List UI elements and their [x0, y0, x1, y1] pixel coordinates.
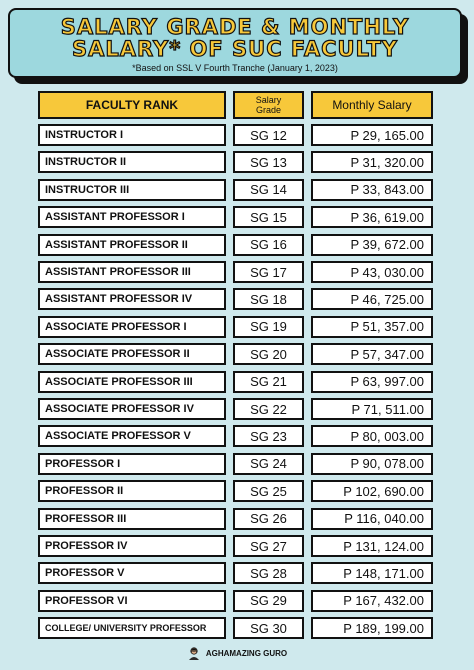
rank-cell: INSTRUCTOR II — [38, 151, 226, 174]
salary-cell: P 71, 511.00 — [311, 398, 433, 420]
footer: AGHAMAZING GURO — [0, 646, 474, 660]
grade-cell: SG 14 — [233, 178, 304, 201]
grade-cell: SG 27 — [233, 535, 304, 557]
salary-cell: P 102, 690.00 — [311, 480, 433, 503]
rank-cell: ASSOCIATE PROFESSOR V — [38, 425, 226, 448]
table-row: ASSOCIATE PROFESSOR I SG 19 P 51, 357.00 — [38, 315, 433, 338]
salary-cell: P 57, 347.00 — [311, 343, 433, 366]
rank-cell: ASSISTANT PROFESSOR I — [38, 206, 226, 229]
salary-cell: P 189, 199.00 — [311, 617, 433, 640]
title-banner: Salary Grade & Monthly Salary* of SUC Fa… — [8, 8, 462, 78]
rank-cell: ASSISTANT PROFESSOR IV — [38, 288, 226, 311]
grade-cell: SG 18 — [233, 288, 304, 311]
rank-cell: ASSISTANT PROFESSOR II — [38, 233, 226, 256]
page-title: Salary Grade & Monthly Salary* of SUC Fa… — [10, 15, 460, 61]
table-row: ASSOCIATE PROFESSOR V SG 23 P 80, 003.00 — [38, 425, 433, 448]
salary-cell: P 43, 030.00 — [311, 261, 433, 283]
table-row: PROFESSOR I SG 24 P 90, 078.00 — [38, 452, 433, 475]
rank-cell: ASSOCIATE PROFESSOR I — [38, 315, 226, 338]
rank-cell: ASSOCIATE PROFESSOR II — [38, 343, 226, 366]
salary-cell: P 39, 672.00 — [311, 233, 433, 256]
grade-cell: SG 23 — [233, 425, 304, 448]
table-row: PROFESSOR III SG 26 P 116, 040.00 — [38, 507, 433, 530]
grade-cell: SG 20 — [233, 343, 304, 366]
title-line-1: Salary Grade & Monthly — [60, 15, 410, 39]
table-row: ASSISTANT PROFESSOR III SG 17 P 43, 030.00 — [38, 261, 433, 283]
salary-cell: P 90, 078.00 — [311, 452, 433, 475]
rank-cell: PROFESSOR IV — [38, 535, 226, 557]
salary-cell: P 29, 165.00 — [311, 124, 433, 146]
salary-cell: P 51, 357.00 — [311, 315, 433, 338]
table-row: COLLEGE/ UNIVERSITY PROFESSOR SG 30 P 189,… — [38, 617, 433, 640]
rank-cell: ASSOCIATE PROFESSOR IV — [38, 398, 226, 420]
grade-cell: SG 13 — [233, 151, 304, 174]
rank-cell: PROFESSOR VI — [38, 589, 226, 612]
table-row: INSTRUCTOR II SG 13 P 31, 320.00 — [38, 151, 433, 174]
table-row: PROFESSOR VI SG 29 P 167, 432.00 — [38, 589, 433, 612]
table-row: ASSOCIATE PROFESSOR II SG 20 P 57, 347.00 — [38, 343, 433, 366]
salary-cell: P 31, 320.00 — [311, 151, 433, 174]
table-row: ASSOCIATE PROFESSOR III SG 21 P 63, 997.00 — [38, 370, 433, 393]
grade-cell: SG 15 — [233, 206, 304, 229]
salary-cell: P 167, 432.00 — [311, 589, 433, 612]
table-row: INSTRUCTOR III SG 14 P 33, 843.00 — [38, 178, 433, 201]
rank-cell: PROFESSOR III — [38, 507, 226, 530]
rank-cell: INSTRUCTOR I — [38, 124, 226, 146]
avatar-icon — [187, 646, 201, 660]
column-header-salary: Monthly Salary — [311, 91, 433, 119]
column-header-grade: Salary Grade — [233, 91, 304, 119]
rank-cell: PROFESSOR II — [38, 480, 226, 503]
grade-cell: SG 26 — [233, 507, 304, 530]
table-row: ASSOCIATE PROFESSOR IV SG 22 P 71, 511.00 — [38, 398, 433, 420]
column-header-rank: FACULTY RANK — [38, 91, 226, 119]
grade-cell: SG 28 — [233, 562, 304, 585]
grade-cell: SG 25 — [233, 480, 304, 503]
salary-cell: P 46, 725.00 — [311, 288, 433, 311]
title-line-2: Salary* of SUC Faculty — [71, 37, 399, 61]
grade-cell: SG 22 — [233, 398, 304, 420]
table-row: PROFESSOR IV SG 27 P 131, 124.00 — [38, 535, 433, 557]
page-subtitle: *Based on SSL V Fourth Tranche (January … — [132, 63, 338, 73]
grade-cell: SG 19 — [233, 315, 304, 338]
salary-cell: P 131, 124.00 — [311, 535, 433, 557]
grade-cell: SG 21 — [233, 370, 304, 393]
grade-cell: SG 30 — [233, 617, 304, 640]
column-header-grade-line1: Salary — [255, 95, 282, 105]
grade-cell: SG 29 — [233, 589, 304, 612]
salary-cell: P 36, 619.00 — [311, 206, 433, 229]
rank-cell: INSTRUCTOR III — [38, 178, 226, 201]
grade-cell: SG 16 — [233, 233, 304, 256]
salary-cell: P 148, 171.00 — [311, 562, 433, 585]
rank-cell: PROFESSOR I — [38, 452, 226, 475]
grade-cell: SG 24 — [233, 452, 304, 475]
table-row: INSTRUCTOR I SG 12 P 29, 165.00 — [38, 124, 433, 146]
rank-cell: ASSISTANT PROFESSOR III — [38, 261, 226, 283]
rank-cell: ASSOCIATE PROFESSOR III — [38, 370, 226, 393]
table-row: PROFESSOR V SG 28 P 148, 171.00 — [38, 562, 433, 585]
column-header-grade-line2: Grade — [255, 105, 281, 115]
grade-cell: SG 17 — [233, 261, 304, 283]
footer-brand: AGHAMAZING GURO — [205, 648, 288, 658]
salary-cell: P 33, 843.00 — [311, 178, 433, 201]
rank-cell: COLLEGE/ UNIVERSITY PROFESSOR — [38, 617, 226, 640]
salary-cell: P 63, 997.00 — [311, 370, 433, 393]
salary-cell: P 116, 040.00 — [311, 507, 433, 530]
table-row: PROFESSOR II SG 25 P 102, 690.00 — [38, 480, 433, 503]
table-row: ASSISTANT PROFESSOR I SG 15 P 36, 619.00 — [38, 206, 433, 229]
table-row: ASSISTANT PROFESSOR IV SG 18 P 46, 725.00 — [38, 288, 433, 311]
table-row: ASSISTANT PROFESSOR II SG 16 P 39, 672.00 — [38, 233, 433, 256]
salary-cell: P 80, 003.00 — [311, 425, 433, 448]
rank-cell: PROFESSOR V — [38, 562, 226, 585]
grade-cell: SG 12 — [233, 124, 304, 146]
